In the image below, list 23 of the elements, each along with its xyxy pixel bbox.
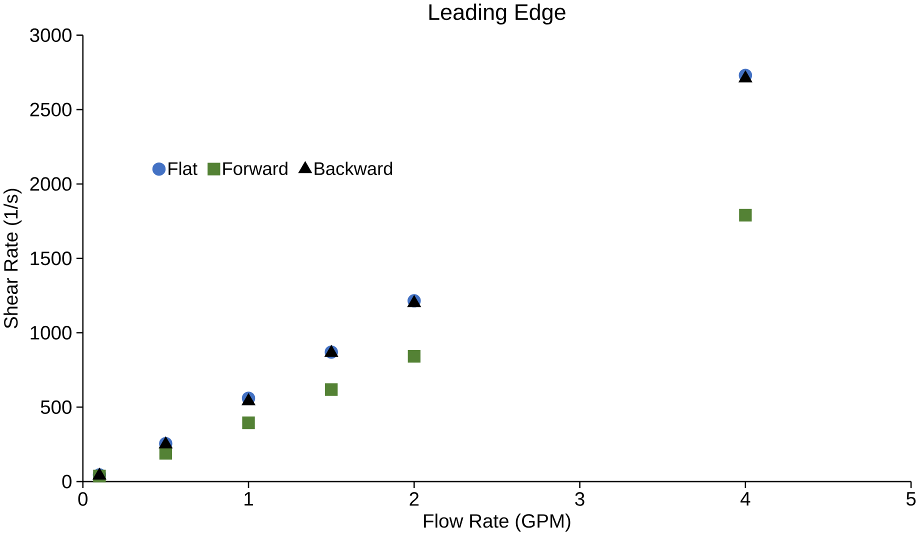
y-tick-label: 1000 [30,326,72,340]
point [739,208,752,222]
y-tick-label: 500 [40,400,72,414]
point [325,383,338,396]
y-tick-label: 2000 [30,177,72,191]
x-axis-title: Flow Rate (GPM) [424,514,570,532]
legend-label: Forward [223,162,288,175]
x-tick-label: 4 [740,492,750,506]
legend-label: Backward [314,162,392,175]
point [408,350,420,363]
x-tick-label: 0 [78,492,88,506]
y-tick-label: 3000 [30,28,72,42]
x-tick-label: 3 [575,492,584,506]
x-tick-label: 2 [410,492,419,506]
chart-title: Leading Edge [429,3,566,24]
y-axis-title: Shear Rate (1/s) [4,188,22,328]
legend-label: Flat [168,162,198,175]
x-tick-label: 5 [906,492,916,506]
y-tick-label: 2500 [30,102,72,116]
x-tick-label: 1 [244,492,253,506]
y-tick-label: 0 [62,474,72,488]
point [242,416,255,430]
y-tick-label: 1500 [30,251,72,266]
